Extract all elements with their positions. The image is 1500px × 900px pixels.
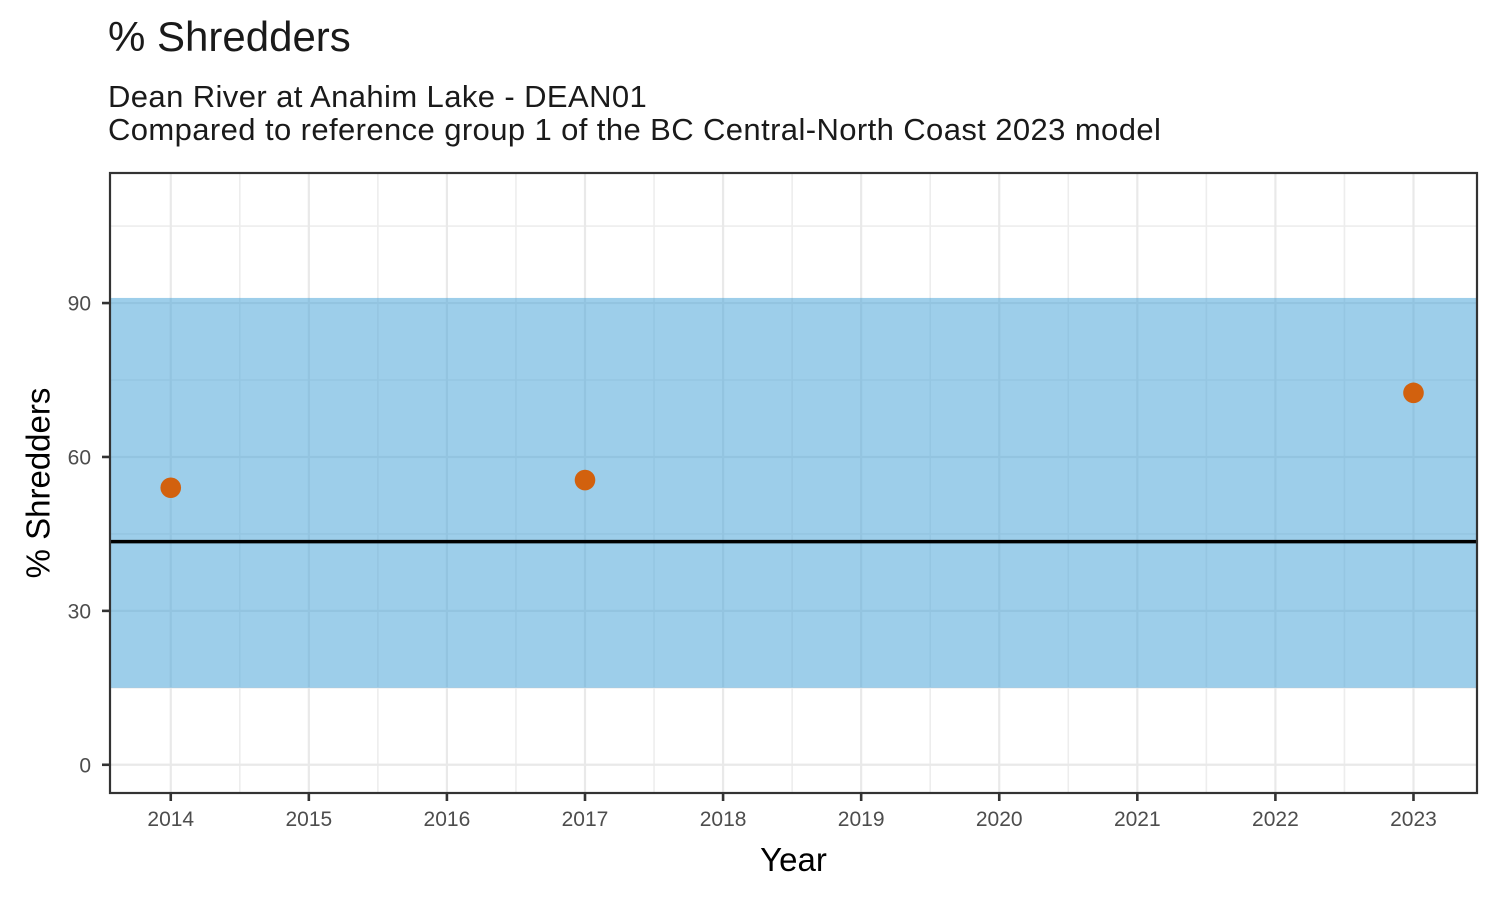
x-tick-label: 2017 [562,808,609,831]
data-point [1403,382,1424,404]
x-tick-label: 2022 [1252,808,1299,831]
chart-subtitle-line1: Dean River at Anahim Lake - DEAN01 [108,79,648,114]
x-tick-label: 2015 [285,808,332,831]
y-tick-label: 0 [79,754,91,777]
x-tick-label: 2023 [1390,808,1437,831]
chart-subtitle-line2: Compared to reference group 1 of the BC … [108,112,1162,147]
y-tick-label: 30 [68,600,91,623]
x-tick-label: 2014 [147,808,194,831]
y-tick-label: 90 [68,293,91,316]
x-tick-label: 2020 [976,808,1023,831]
data-point [574,469,596,491]
x-tick-label: 2021 [1114,808,1161,831]
reference-band [110,297,1477,688]
panel-border [108,171,1479,795]
x-tick-label: 2019 [838,808,885,831]
x-axis-title: Year [760,841,827,878]
y-tick-label: 60 [68,446,91,469]
chart-subtitle: Dean River at Anahim Lake - DEAN01 Compa… [108,80,1161,146]
y-axis-title: % Shredders [19,387,57,579]
chart-title: % Shredders [108,13,351,60]
x-tick-label: 2016 [424,808,471,831]
x-tick-label: 2018 [700,808,747,831]
data-point [160,477,182,499]
